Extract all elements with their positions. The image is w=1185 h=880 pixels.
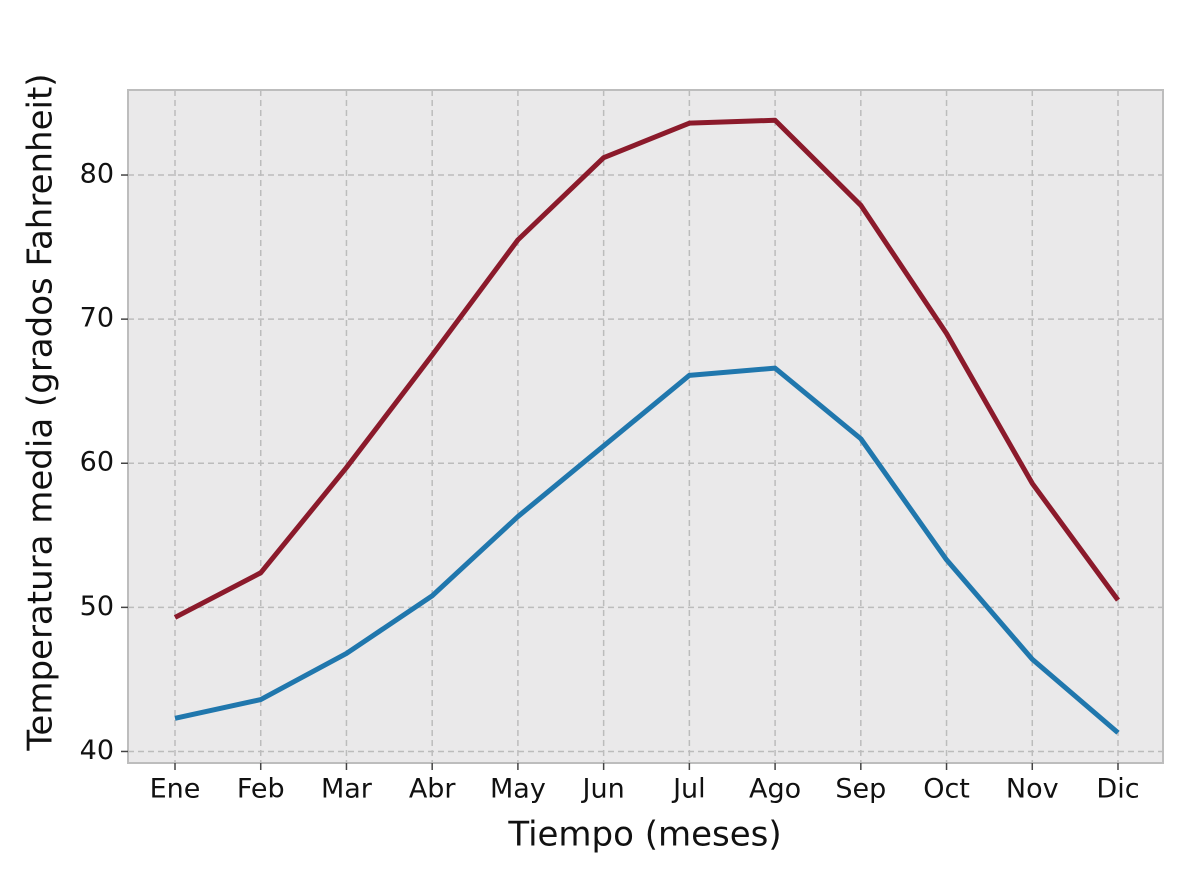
y-tick-label: 50	[80, 591, 114, 622]
y-tick-label: 60	[80, 447, 114, 478]
y-tick-label: 70	[80, 303, 114, 334]
x-tick-label: Jun	[581, 774, 625, 805]
line-series	[173, 117, 1121, 620]
x-tick-label: May	[490, 774, 546, 805]
x-axis-label: Tiempo (meses)	[507, 815, 781, 855]
x-tick-label: Oct	[923, 774, 970, 805]
x-tick-label: Sep	[835, 774, 886, 805]
x-tick-label: Ene	[150, 774, 201, 805]
x-tick-label: Dic	[1096, 774, 1139, 805]
line-series	[174, 365, 1120, 735]
y-tick-label: 80	[80, 159, 114, 190]
x-tick-label: Nov	[1006, 774, 1059, 805]
x-tick-label: Ago	[749, 774, 801, 805]
y-tick-label: 40	[80, 735, 114, 766]
y-axis-label: Temperatura media (grados Fahrenheit)	[21, 73, 61, 751]
x-tick-label: Feb	[237, 774, 285, 805]
x-tick-label: Jul	[671, 774, 706, 805]
plot-area	[127, 89, 1164, 764]
x-tick-label: Abr	[409, 774, 457, 805]
x-tick-label: Mar	[321, 774, 373, 805]
